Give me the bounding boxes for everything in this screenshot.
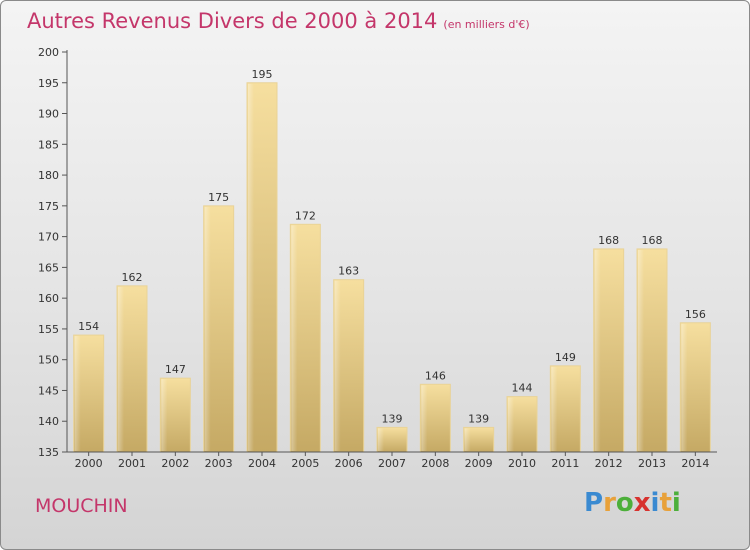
y-tick-label: 140	[38, 415, 59, 428]
logo-letter: x	[633, 488, 651, 518]
x-tick-label: 2011	[551, 457, 579, 470]
x-tick-label: 2002	[161, 457, 189, 470]
y-tick-label: 160	[38, 292, 59, 305]
logo-letter: o	[615, 488, 634, 518]
bar-highlight	[681, 323, 688, 451]
bar-value-label: 147	[165, 363, 186, 376]
bar-highlight	[594, 249, 601, 451]
bar-value-label: 195	[252, 68, 273, 81]
x-tick-label: 2007	[378, 457, 406, 470]
bar-value-label: 139	[382, 412, 403, 425]
bar-highlight	[204, 206, 211, 451]
y-tick-label: 170	[38, 231, 59, 244]
y-tick-label: 195	[38, 77, 59, 90]
x-tick-label: 2013	[638, 457, 666, 470]
bar-highlight	[421, 385, 428, 451]
bar-value-label: 163	[338, 265, 359, 278]
bar-value-label: 172	[295, 209, 316, 222]
logo-letter: t	[659, 488, 672, 518]
bar-value-label: 156	[685, 308, 706, 321]
bar-value-label: 168	[598, 234, 619, 247]
bar-highlight	[161, 379, 168, 451]
x-tick-label: 2000	[75, 457, 103, 470]
bar-highlight	[248, 83, 254, 452]
bar-value-label: 168	[642, 234, 663, 247]
logo-letter: P	[584, 488, 604, 518]
chart-title-unit: (en milliers d'€)	[443, 18, 530, 31]
bar-value-label: 139	[468, 412, 489, 425]
y-tick-label: 135	[38, 446, 59, 459]
y-tick-label: 200	[38, 46, 59, 59]
bar-value-label: 162	[122, 271, 143, 284]
y-axis: 135 140 145 150 155 160 165 170 175 180 185 190 195 2…	[38, 46, 68, 459]
chart-title: Autres Revenus Divers de 2000 à 2014 (en …	[27, 9, 530, 33]
x-tick-label: 2014	[681, 457, 709, 470]
bar-value-label: 175	[208, 191, 229, 204]
y-tick-label: 145	[38, 384, 59, 397]
x-tick-label: 2010	[508, 457, 536, 470]
bar-highlight	[508, 397, 514, 451]
y-tick-label: 180	[38, 169, 59, 182]
y-tick-label: 185	[38, 138, 59, 151]
bar-highlight	[378, 428, 384, 451]
bar-highlight	[638, 249, 644, 451]
bar-value-label: 154	[78, 320, 99, 333]
bar-value-label: 149	[555, 351, 576, 364]
y-tick-label: 155	[38, 323, 59, 336]
bar-value-label: 144	[512, 382, 533, 395]
bar-value-label: 146	[425, 369, 446, 382]
logo-letter: r	[603, 488, 616, 518]
x-tick-label: 2001	[118, 457, 146, 470]
bar-highlight	[464, 428, 471, 451]
y-tick-label: 175	[38, 200, 59, 213]
x-axis: 2000 2001 2002 2003 2004 2005 2006 2007 2008 2009…	[67, 451, 717, 470]
x-tick-label: 2006	[335, 457, 363, 470]
x-tick-label: 2004	[248, 457, 276, 470]
commune-name: MOUCHIN	[35, 495, 128, 517]
x-tick-label: 2012	[595, 457, 623, 470]
bars-group: 154 162 147 175 195 172 163 139 146 139 144 149 168 1…	[73, 68, 711, 453]
bar-highlight	[334, 280, 341, 451]
x-tick-label: 2008	[421, 457, 449, 470]
x-tick-label: 2003	[205, 457, 233, 470]
y-tick-label: 190	[38, 108, 59, 121]
bar-highlight	[74, 336, 81, 451]
bar-highlight	[551, 366, 558, 451]
logo-letter: i	[650, 488, 660, 518]
y-tick-label: 165	[38, 261, 59, 274]
x-tick-label: 2005	[291, 457, 319, 470]
bar-highlight	[291, 225, 298, 451]
x-tick-label: 2009	[465, 457, 493, 470]
y-tick-label: 150	[38, 354, 59, 367]
logo-letter: i	[671, 488, 681, 518]
chart-title-main: Autres Revenus Divers de 2000 à 2014	[27, 9, 438, 33]
bar-highlight	[118, 286, 124, 451]
proxiti-logo[interactable]: Proxiti	[584, 488, 681, 518]
